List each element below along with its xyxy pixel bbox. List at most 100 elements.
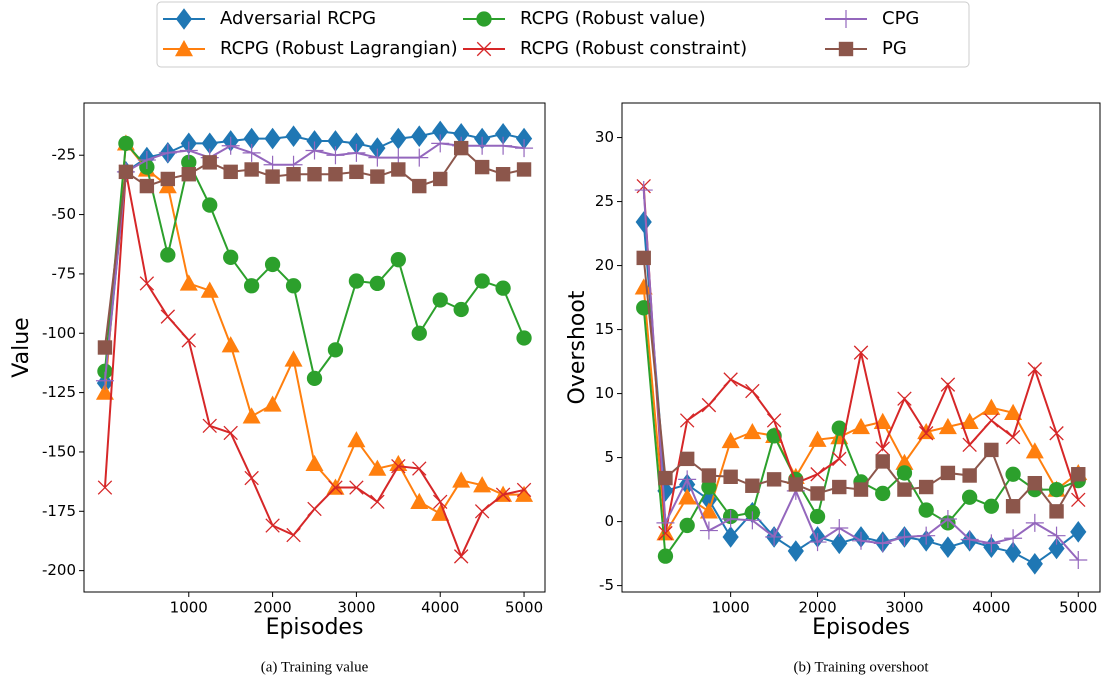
data-point [285, 125, 302, 148]
data-point [701, 479, 717, 495]
data-point [179, 141, 198, 160]
data-point [411, 125, 428, 148]
data-point [327, 130, 344, 152]
data-point [473, 136, 492, 155]
data-point [432, 292, 448, 308]
data-point [897, 391, 912, 406]
data-point [453, 140, 469, 156]
data-point [494, 123, 512, 145]
data-point [938, 417, 957, 435]
data-point [701, 468, 717, 483]
legend-label: PG [882, 38, 907, 59]
data-point [788, 477, 804, 492]
data-point [895, 527, 914, 546]
series-line [103, 171, 525, 559]
y-tick-label: 25 [595, 192, 614, 210]
data-point [139, 178, 155, 194]
data-point [765, 527, 784, 546]
data-point [853, 345, 869, 360]
data-point [1025, 442, 1044, 459]
data-point [516, 482, 532, 498]
x-tick-label: 3000 [885, 599, 923, 617]
data-point [349, 480, 364, 495]
legend-label: CPG [882, 8, 919, 29]
data-point [137, 150, 156, 169]
data-point [452, 471, 471, 488]
data-point [516, 162, 532, 177]
data-point [328, 167, 343, 182]
data-point [326, 146, 345, 165]
data-point [918, 479, 934, 495]
data-point [721, 431, 740, 449]
data-point [808, 533, 827, 552]
y-tick-label: 10 [595, 384, 614, 402]
data-point [391, 458, 406, 474]
data-point [368, 459, 387, 476]
data-point [181, 333, 196, 348]
data-point [158, 143, 177, 162]
data-point [473, 476, 492, 493]
data-point [875, 485, 891, 502]
caption: (b) Training overshoot [794, 659, 930, 675]
data-point [875, 441, 890, 456]
data-point [809, 508, 826, 525]
caption: (a) Training value [261, 659, 369, 675]
data-point [656, 513, 675, 532]
x-axis-label: Episodes [266, 615, 364, 640]
data-point [118, 164, 134, 180]
data-point [390, 252, 406, 268]
y-tick-label: -100 [42, 324, 76, 342]
data-point [679, 413, 695, 428]
data-point [347, 143, 366, 162]
data-point [411, 325, 427, 341]
data-point [160, 309, 176, 324]
data-point [433, 494, 448, 510]
data-point [1004, 403, 1023, 420]
data-point [495, 280, 511, 296]
data-point [960, 530, 979, 549]
data-point [918, 426, 934, 441]
x-tick-label: 5000 [505, 599, 543, 617]
data-point [1005, 499, 1021, 514]
data-point [853, 482, 869, 497]
plot-area [621, 102, 1101, 593]
data-point [1069, 550, 1088, 569]
data-point [636, 250, 651, 266]
data-point [432, 120, 449, 143]
data-point [961, 489, 978, 505]
legend-marker [837, 10, 855, 28]
data-point [181, 167, 196, 182]
legend-label: Adversarial RCPG [220, 8, 376, 29]
data-point [810, 486, 825, 501]
data-point [962, 437, 977, 452]
data-point [658, 525, 673, 541]
data-point [223, 249, 239, 265]
data-point [285, 278, 302, 294]
data-point [982, 534, 1001, 553]
data-point [95, 383, 114, 400]
data-point [657, 548, 674, 564]
data-point [349, 164, 364, 180]
y-tick-label: 20 [595, 256, 614, 274]
y-tick-label: 0 [604, 512, 614, 530]
data-point [897, 482, 912, 497]
y-tick-label: -175 [42, 502, 76, 520]
data-point [474, 273, 490, 289]
data-point [745, 383, 760, 399]
data-point [1049, 504, 1064, 519]
data-point [494, 136, 513, 155]
data-point [391, 162, 406, 177]
plot-area [83, 102, 546, 593]
data-point [284, 350, 303, 367]
data-point [1027, 475, 1043, 491]
data-point [474, 504, 490, 519]
data-point [265, 518, 280, 533]
data-point [699, 502, 718, 519]
data-point [984, 413, 999, 428]
data-point [307, 501, 322, 517]
data-point [938, 510, 957, 529]
data-point [634, 278, 653, 295]
data-point [918, 502, 934, 518]
data-point [495, 487, 511, 502]
legend-marker [175, 8, 193, 30]
